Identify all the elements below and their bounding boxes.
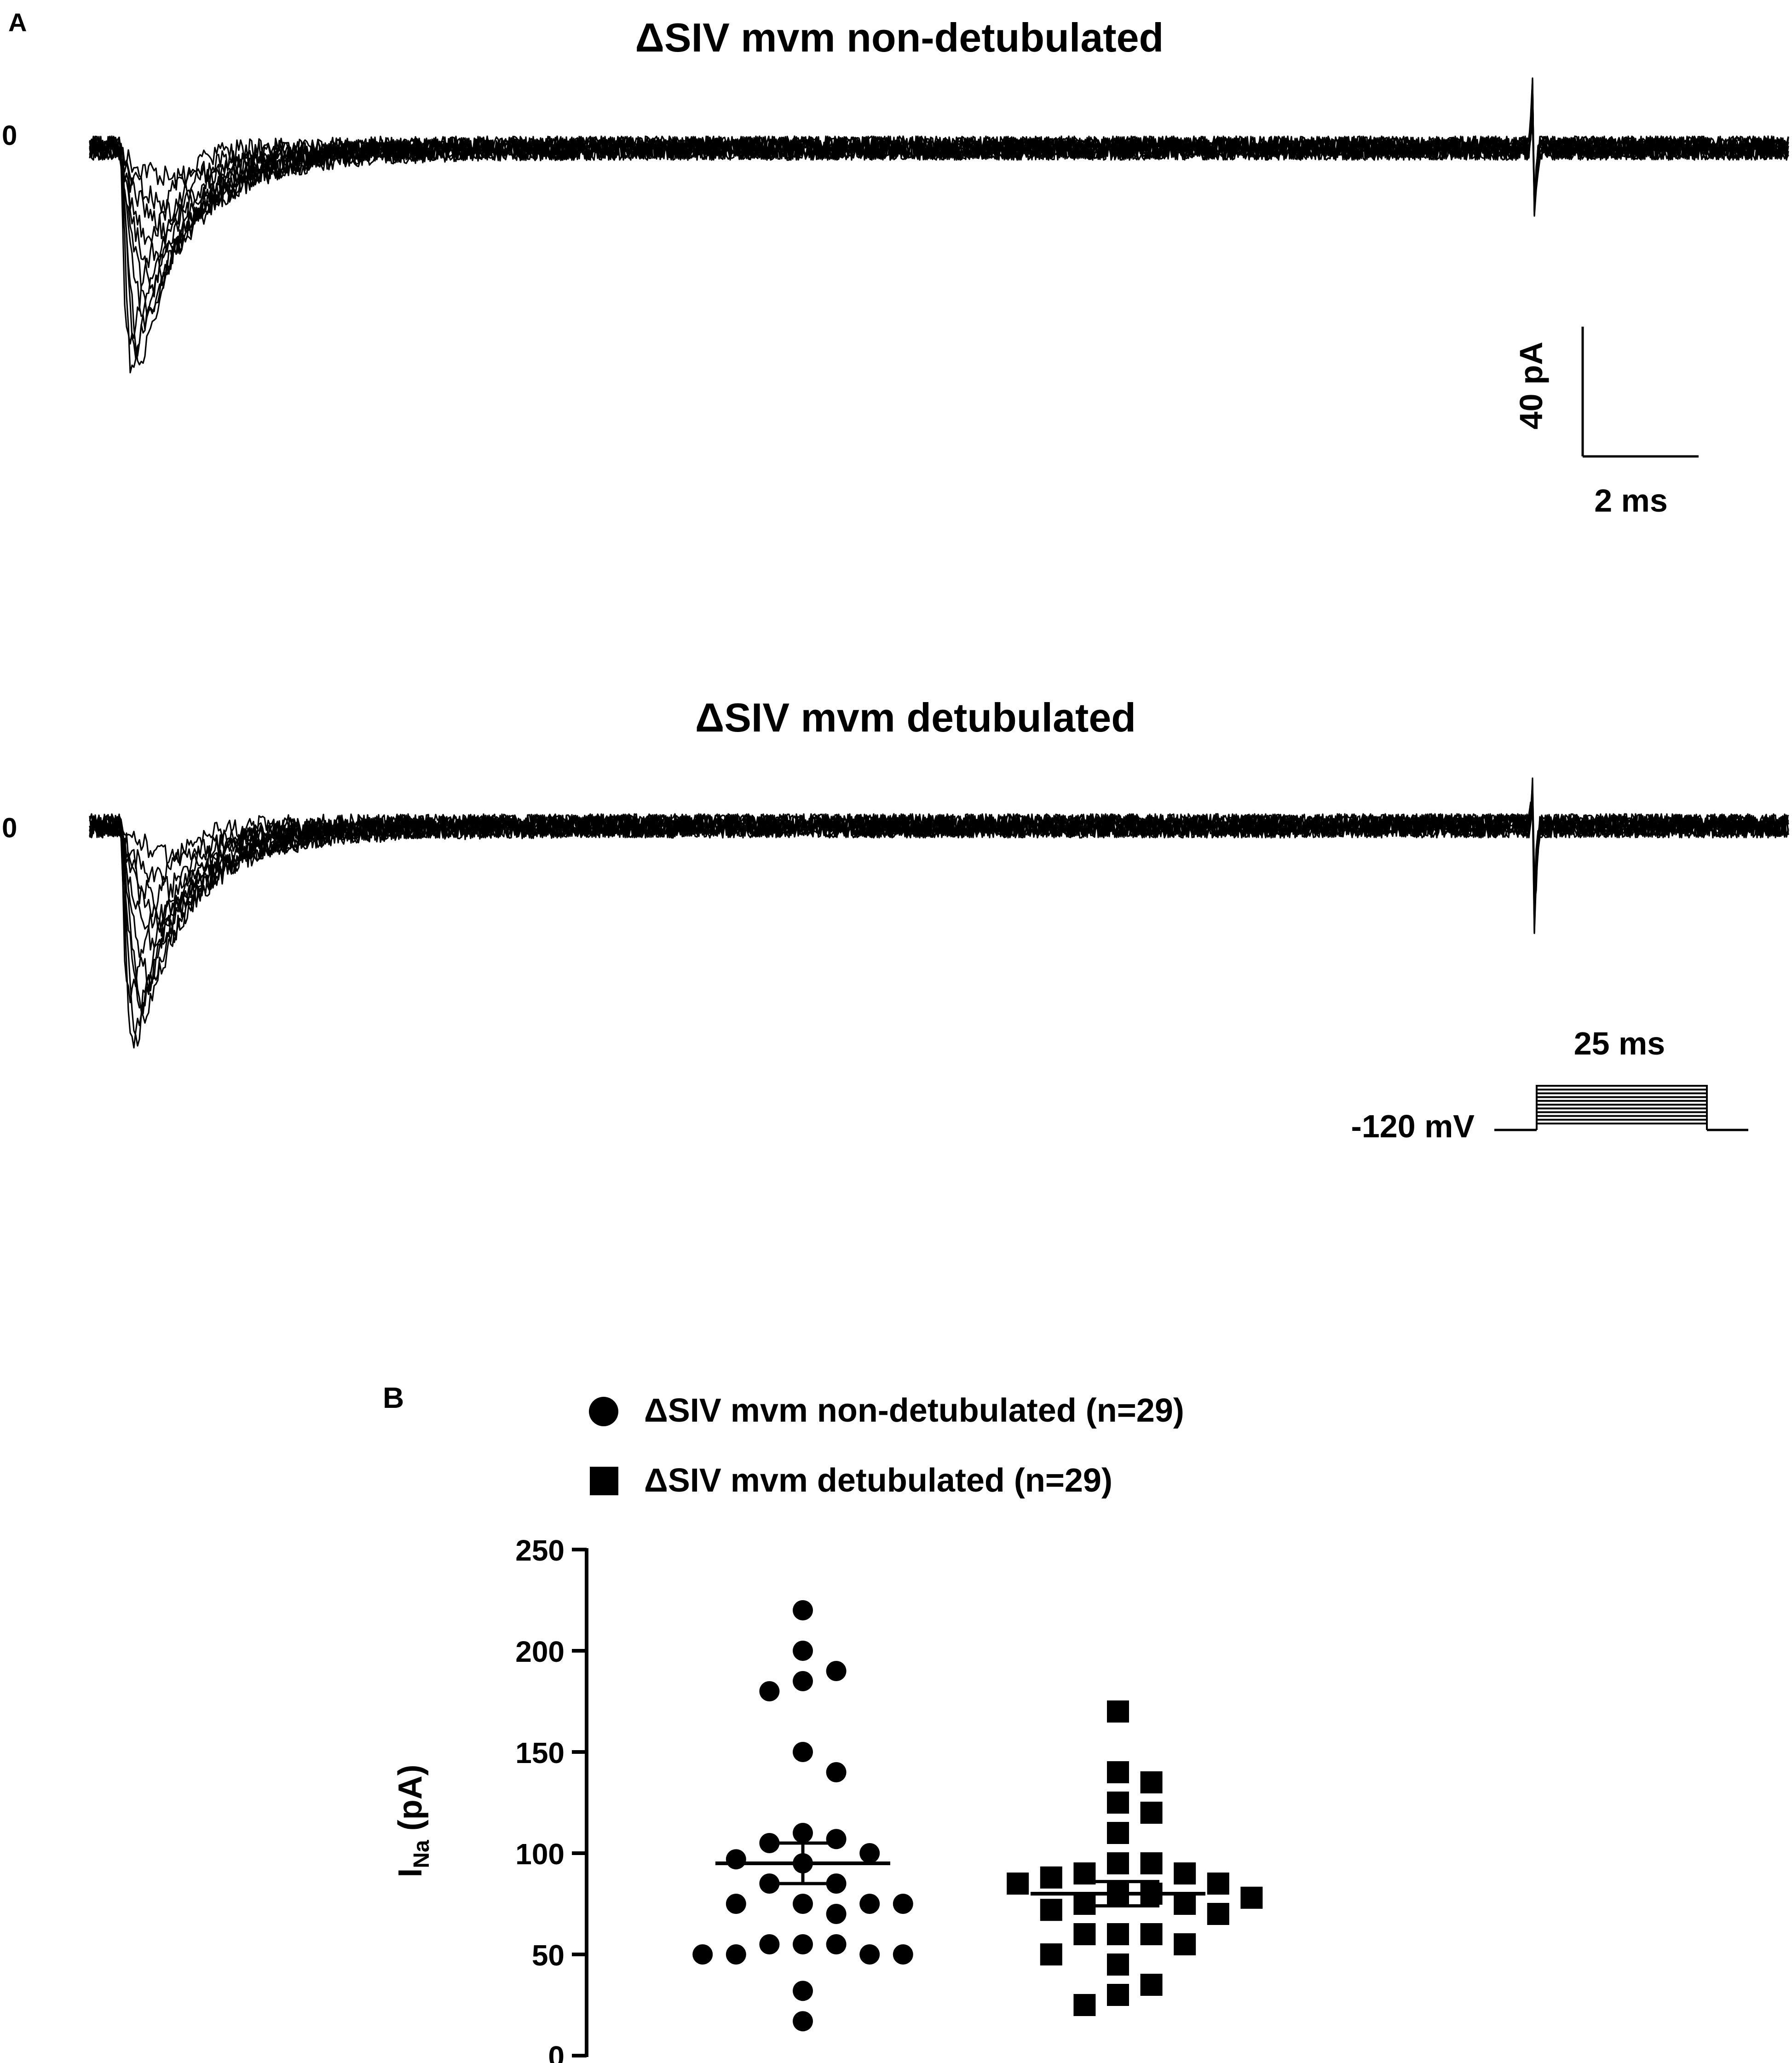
current-sweep bbox=[89, 108, 1789, 345]
data-point-non-detubulated bbox=[793, 1600, 813, 1620]
data-point-detubulated bbox=[1040, 1943, 1062, 1965]
y-tick-label: 250 bbox=[515, 1534, 565, 1567]
legend-circle-marker bbox=[589, 1397, 618, 1426]
y-tick-label: 200 bbox=[515, 1635, 565, 1668]
voltage-protocol: 25 ms -120 mV bbox=[1351, 1026, 1748, 1144]
data-point-detubulated bbox=[1174, 1933, 1196, 1955]
data-point-detubulated bbox=[1107, 1852, 1129, 1874]
data-point-non-detubulated bbox=[893, 1944, 913, 1965]
data-point-non-detubulated bbox=[793, 1823, 813, 1843]
data-point-detubulated bbox=[1107, 1761, 1129, 1783]
data-point-non-detubulated bbox=[793, 1671, 813, 1691]
scatter-points bbox=[692, 1600, 1263, 2032]
trace-bottom-title: ΔSIV mvm detubulated bbox=[695, 695, 1136, 740]
data-point-detubulated bbox=[1073, 1923, 1096, 1945]
trace-top-sweeps bbox=[89, 77, 1789, 374]
protocol-duration-label: 25 ms bbox=[1574, 1026, 1665, 1061]
data-point-non-detubulated bbox=[793, 1981, 813, 2001]
legend-label-detubulated: ΔSIV mvm detubulated (n=29) bbox=[644, 1462, 1112, 1499]
data-point-non-detubulated bbox=[759, 1681, 780, 1701]
protocol-steps bbox=[1494, 1085, 1748, 1131]
data-point-detubulated bbox=[1207, 1873, 1229, 1895]
legend-square-marker bbox=[590, 1467, 618, 1495]
data-point-non-detubulated bbox=[793, 1934, 813, 1954]
mean-sem-bars bbox=[715, 1841, 1205, 1907]
data-point-non-detubulated bbox=[826, 1934, 847, 1954]
data-point-detubulated bbox=[1107, 1954, 1129, 1976]
data-point-detubulated bbox=[1174, 1893, 1196, 1915]
legend: ΔSIV mvm non-detubulated (n=29) ΔSIV mvm… bbox=[589, 1392, 1184, 1499]
data-point-detubulated bbox=[1140, 1852, 1163, 1874]
data-point-non-detubulated bbox=[793, 2011, 813, 2032]
data-point-detubulated bbox=[1107, 1923, 1129, 1945]
data-point-detubulated bbox=[1040, 1866, 1062, 1889]
data-point-detubulated bbox=[1007, 1873, 1029, 1895]
data-point-detubulated bbox=[1073, 1893, 1096, 1915]
current-sweep bbox=[89, 791, 1789, 1003]
data-point-non-detubulated bbox=[826, 1904, 847, 1924]
data-point-detubulated bbox=[1140, 1974, 1163, 1996]
data-point-detubulated bbox=[1040, 1899, 1062, 1921]
y-axis-label: INa (pA) bbox=[392, 1764, 434, 1877]
data-point-non-detubulated bbox=[859, 1894, 880, 1914]
trace-top-zero-label: 0 bbox=[2, 120, 17, 151]
data-point-detubulated bbox=[1174, 1862, 1196, 1884]
data-point-detubulated bbox=[1107, 1822, 1129, 1844]
data-point-detubulated bbox=[1107, 1984, 1129, 2006]
data-point-non-detubulated bbox=[793, 1742, 813, 1762]
data-point-non-detubulated bbox=[859, 1843, 880, 1863]
data-point-non-detubulated bbox=[793, 1641, 813, 1661]
y-tick-label: 0 bbox=[548, 2040, 565, 2063]
data-point-non-detubulated bbox=[859, 1944, 880, 1965]
y-tick-label: 100 bbox=[515, 1838, 565, 1871]
trace-top-title: ΔSIV mvm non-detubulated bbox=[635, 15, 1164, 60]
data-point-detubulated bbox=[1240, 1886, 1263, 1909]
y-tick-label: 50 bbox=[532, 1939, 565, 1972]
data-point-non-detubulated bbox=[759, 1934, 780, 1954]
data-point-non-detubulated bbox=[726, 1894, 746, 1914]
data-point-detubulated bbox=[1107, 1792, 1129, 1814]
protocol-step bbox=[1536, 1085, 1708, 1130]
data-point-detubulated bbox=[1140, 1923, 1163, 1945]
panel-a-label: A bbox=[8, 8, 27, 37]
data-point-detubulated bbox=[1107, 1700, 1129, 1723]
protocol-holding-label: -120 mV bbox=[1351, 1108, 1475, 1144]
data-point-non-detubulated bbox=[726, 1849, 746, 1870]
data-point-detubulated bbox=[1140, 1771, 1163, 1793]
y-axis: 0 50 100 150 200 250 bbox=[515, 1534, 588, 2063]
data-point-non-detubulated bbox=[826, 1661, 847, 1681]
data-point-non-detubulated bbox=[826, 1762, 847, 1782]
data-point-non-detubulated bbox=[893, 1894, 913, 1914]
data-point-detubulated bbox=[1073, 1994, 1096, 2016]
legend-label-non-detubulated: ΔSIV mvm non-detubulated (n=29) bbox=[644, 1392, 1184, 1429]
scale-bar-x-label: 2 ms bbox=[1594, 483, 1668, 519]
data-point-non-detubulated bbox=[793, 1894, 813, 1914]
data-point-detubulated bbox=[1207, 1903, 1229, 1925]
trace-bottom-zero-label: 0 bbox=[2, 813, 17, 843]
scale-bar-y-label: 40 pA bbox=[1513, 342, 1549, 430]
scale-bar: 40 pA 2 ms bbox=[1513, 327, 1699, 519]
trace-bottom-sweeps bbox=[89, 777, 1789, 1049]
data-point-non-detubulated bbox=[726, 1944, 746, 1965]
data-point-detubulated bbox=[1140, 1802, 1163, 1824]
panel-b-label: B bbox=[383, 1381, 404, 1414]
y-tick-label: 150 bbox=[515, 1736, 565, 1769]
data-point-non-detubulated bbox=[692, 1944, 713, 1965]
data-point-non-detubulated bbox=[826, 1829, 847, 1850]
